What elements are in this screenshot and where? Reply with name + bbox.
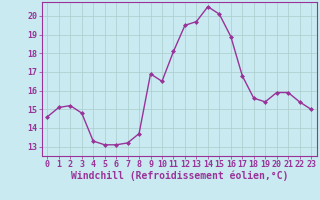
X-axis label: Windchill (Refroidissement éolien,°C): Windchill (Refroidissement éolien,°C) bbox=[70, 171, 288, 181]
